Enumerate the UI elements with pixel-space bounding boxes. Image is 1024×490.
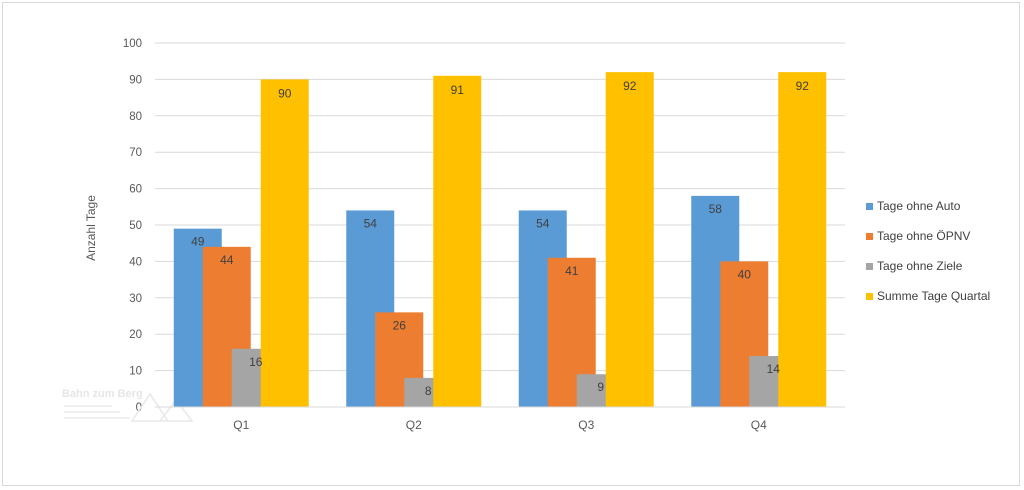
data-labels: 49 44 16 90 54 26 8 91 54 41 9 92 58 40 14 92 [191, 79, 809, 398]
x-category-label: Q2 [406, 418, 422, 432]
y-tick-label: 50 [129, 220, 142, 232]
legend-entry: Tage ohne ÖPNV [877, 229, 970, 243]
legend-entry: Tage ohne Auto [877, 199, 961, 213]
y-tick-label: 80 [129, 111, 142, 123]
data-label: 16 [249, 355, 263, 369]
data-label: 90 [278, 86, 292, 100]
data-label: 44 [220, 253, 234, 267]
data-label: 40 [738, 267, 752, 281]
y-axis-title: Anzahl Tage [84, 195, 98, 261]
x-category-label: Q1 [233, 418, 249, 432]
data-label: 9 [597, 380, 604, 394]
y-tick-label: 70 [129, 147, 142, 159]
data-label: 41 [565, 264, 579, 278]
data-label: 92 [796, 79, 810, 93]
legend-entry: Tage ohne Ziele [877, 259, 963, 273]
y-tick-label: 20 [129, 329, 142, 341]
data-label: 14 [767, 362, 781, 376]
bar [778, 72, 827, 408]
data-label: 58 [709, 202, 723, 216]
bar [433, 75, 482, 407]
data-label: 54 [536, 216, 550, 230]
data-label: 91 [451, 83, 465, 97]
legend-swatch [866, 203, 873, 210]
legend-swatch [866, 233, 873, 240]
bar [605, 72, 654, 408]
legend: Tage ohne Auto Tage ohne ÖPNV Tage ohne Zi… [866, 199, 990, 303]
y-tick-label: 60 [129, 184, 142, 196]
y-axis-ticks: 0 10 20 30 40 50 60 70 80 90 100 [123, 38, 142, 414]
data-label: 49 [191, 235, 205, 249]
bar [260, 79, 309, 408]
data-label: 92 [623, 79, 637, 93]
bars [173, 72, 827, 408]
y-tick-label: 40 [129, 256, 142, 268]
watermark-logo: Bahn zum Berg [62, 388, 194, 422]
watermark-text: Bahn zum Berg [62, 388, 143, 400]
x-category-label: Q4 [751, 418, 767, 432]
data-label: 8 [425, 384, 432, 398]
x-axis-categories: Q1 Q2 Q3 Q4 [233, 418, 767, 432]
legend-swatch [866, 263, 873, 270]
data-label: 54 [364, 216, 378, 230]
x-category-label: Q3 [578, 418, 594, 432]
y-tick-label: 10 [129, 366, 142, 378]
data-label: 26 [393, 318, 407, 332]
y-tick-label: 90 [129, 74, 142, 86]
legend-entry: Summe Tage Quartal [877, 289, 990, 303]
y-tick-label: 30 [129, 293, 142, 305]
y-tick-label: 0 [136, 402, 142, 414]
legend-swatch [866, 293, 873, 300]
y-tick-label: 100 [123, 38, 142, 50]
